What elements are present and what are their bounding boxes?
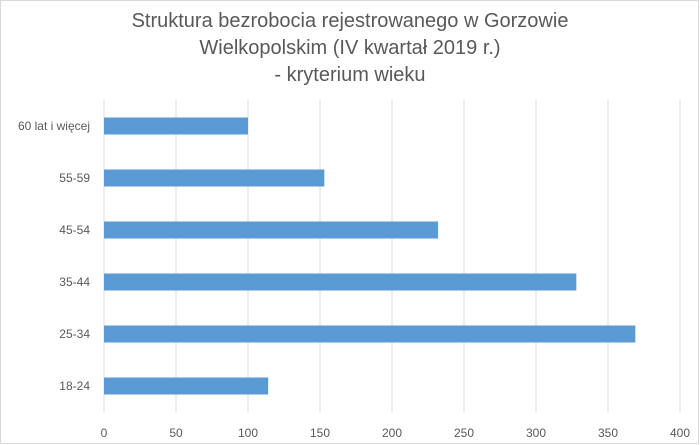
- x-tick-label: 150: [310, 426, 330, 440]
- x-tick-label: 350: [598, 426, 618, 440]
- y-tick-label: 35-44: [59, 275, 90, 289]
- x-tick-label: 300: [526, 426, 546, 440]
- bar: [104, 325, 636, 343]
- bar: [104, 273, 577, 291]
- x-tick-label: 400: [670, 426, 690, 440]
- y-tick-label: 55-59: [59, 171, 90, 185]
- y-tick-label: 25-34: [59, 327, 90, 341]
- y-tick-label: 18-24: [59, 379, 90, 393]
- x-tick-label: 250: [454, 426, 474, 440]
- y-tick-label: 45-54: [59, 223, 90, 237]
- x-tick-label: 0: [101, 426, 108, 440]
- x-tick-label: 200: [382, 426, 402, 440]
- bar: [104, 169, 325, 187]
- x-tick-label: 50: [169, 426, 183, 440]
- x-tick-label: 100: [238, 426, 258, 440]
- bar: [104, 117, 248, 135]
- chart-title-line-2: Wielkopolskim (IV kwartał 2019 r.): [199, 37, 501, 59]
- y-tick-label: 60 lat i więcej: [18, 119, 90, 133]
- bar: [104, 221, 439, 239]
- chart-title: Struktura bezrobocia rejestrowanego w Go…: [0, 8, 700, 89]
- bar: [104, 377, 269, 395]
- chart-title-line-3: - kryterium wieku: [274, 64, 426, 86]
- chart-title-line-1: Struktura bezrobocia rejestrowanego w Go…: [131, 10, 569, 32]
